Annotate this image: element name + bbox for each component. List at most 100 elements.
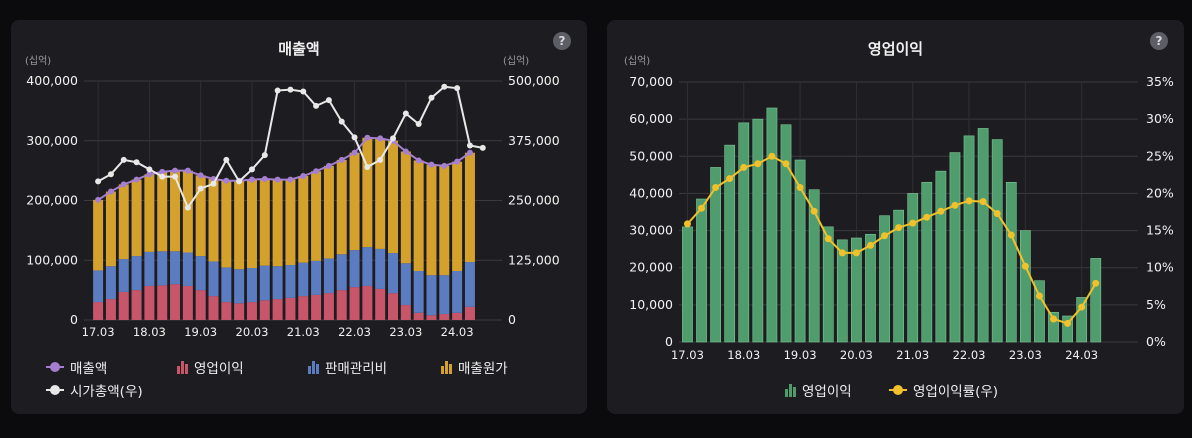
bar-segment bbox=[362, 137, 373, 248]
bar bbox=[921, 181, 933, 343]
y-right-tick-label: 35% bbox=[1146, 74, 1174, 89]
y-left-tick-label: 60,000 bbox=[629, 111, 673, 126]
bar-segment bbox=[272, 266, 283, 300]
bar-marker-icon bbox=[177, 360, 188, 374]
bar bbox=[879, 215, 890, 343]
series-point bbox=[236, 178, 243, 185]
bar-segment bbox=[105, 191, 116, 267]
bar-segment bbox=[157, 285, 168, 320]
legend-item-revenue[interactable]: 매출액 bbox=[46, 357, 107, 377]
bar-segment bbox=[246, 179, 257, 269]
legend-item-market-cap[interactable]: 시가총액(우) bbox=[46, 380, 143, 400]
bar-segment bbox=[234, 269, 245, 304]
bar bbox=[893, 209, 905, 343]
x-tick-label: 20.03 bbox=[840, 348, 873, 362]
series-point bbox=[172, 167, 179, 174]
bar-segment bbox=[426, 275, 437, 316]
op-income-chart-panel: 영업이익 ? (십억) 0 10,000 20,000 30,000 40,000 50,… bbox=[607, 20, 1184, 414]
series-point bbox=[325, 162, 332, 169]
legend-item-op-income[interactable]: 영업이익 bbox=[785, 380, 852, 400]
legend-item-margin[interactable]: 영업이익률(우) bbox=[889, 380, 998, 400]
bar bbox=[822, 226, 834, 343]
bar-segment bbox=[208, 296, 219, 320]
line-marker-icon bbox=[46, 384, 64, 396]
bar bbox=[836, 239, 848, 343]
series-point bbox=[768, 152, 776, 160]
series-point bbox=[223, 177, 230, 184]
bar-segment bbox=[170, 284, 181, 320]
series-point bbox=[95, 178, 102, 185]
bar-segment bbox=[221, 180, 232, 268]
y-right-tick-label: 20% bbox=[1146, 185, 1174, 200]
bar-segment bbox=[388, 293, 399, 320]
series-point bbox=[313, 168, 320, 175]
bar-segment bbox=[195, 175, 206, 257]
series-point bbox=[287, 176, 294, 183]
bar bbox=[738, 122, 750, 343]
op-income-chart-svg: 0 10,000 20,000 30,000 40,000 50,000 60,000 70,… bbox=[629, 74, 1174, 362]
bar-segment bbox=[131, 256, 142, 291]
y-right-tick-label: 125,000 bbox=[508, 252, 560, 267]
legend-item-op-income[interactable]: 영업이익 bbox=[177, 357, 244, 377]
right-unit-label: (십억) bbox=[503, 56, 530, 67]
bar-segment bbox=[464, 152, 475, 263]
bar bbox=[907, 193, 919, 343]
bar bbox=[780, 124, 792, 343]
bar-segment bbox=[246, 268, 257, 303]
series-point bbox=[428, 161, 435, 168]
bar bbox=[766, 107, 778, 343]
x-tick-label: 17.03 bbox=[671, 348, 704, 362]
bar bbox=[963, 135, 975, 343]
bar-segment bbox=[336, 254, 347, 291]
bar bbox=[851, 237, 862, 343]
x-tick-label: 23.03 bbox=[1009, 348, 1042, 362]
bar bbox=[865, 233, 876, 343]
bar-segment bbox=[298, 262, 309, 297]
help-icon[interactable]: ? bbox=[1150, 32, 1168, 50]
bar-segment bbox=[452, 312, 463, 320]
bar-segment bbox=[439, 314, 450, 320]
bar-segment bbox=[311, 171, 322, 261]
bar-segment bbox=[144, 174, 155, 252]
series-point bbox=[428, 94, 435, 101]
series-point bbox=[274, 87, 281, 94]
bar-segment bbox=[362, 247, 373, 286]
series-point bbox=[993, 209, 1001, 217]
series-point bbox=[415, 157, 422, 164]
legend-label: 판매관리비 bbox=[325, 361, 388, 377]
x-tick-label: 21.03 bbox=[287, 325, 320, 339]
legend-item-cogs[interactable]: 매출원가 bbox=[441, 357, 508, 377]
bar-segment bbox=[93, 270, 104, 303]
bar-segment bbox=[311, 294, 322, 320]
bar-segment bbox=[388, 253, 399, 294]
bar-segment bbox=[272, 179, 283, 267]
bar-segment bbox=[311, 260, 322, 295]
y-left-tick-label: 40,000 bbox=[629, 185, 673, 200]
chart-title: 매출액 bbox=[278, 40, 320, 58]
legend-item-sga[interactable]: 판매관리비 bbox=[308, 357, 387, 377]
bar-segment bbox=[221, 302, 232, 320]
y-right-tick-label: 375,000 bbox=[508, 133, 560, 148]
series-point bbox=[95, 196, 102, 203]
y-left-tick-label: 100,000 bbox=[26, 252, 78, 267]
series-point bbox=[937, 207, 945, 215]
line-marker-icon bbox=[46, 361, 64, 373]
bar-segment bbox=[208, 261, 219, 297]
bar-marker-icon bbox=[308, 360, 319, 374]
series-point bbox=[197, 172, 204, 179]
y-left-tick-label: 50,000 bbox=[629, 148, 673, 163]
help-icon[interactable]: ? bbox=[553, 32, 571, 50]
series-point bbox=[866, 241, 874, 249]
x-tick-label: 24.03 bbox=[441, 325, 474, 339]
x-tick-label: 17.03 bbox=[82, 325, 115, 339]
series-point bbox=[951, 201, 959, 209]
series-point bbox=[197, 185, 204, 192]
bar-segment bbox=[157, 171, 168, 252]
series-point bbox=[159, 168, 166, 175]
series-point bbox=[838, 249, 846, 257]
series-point bbox=[1035, 292, 1043, 300]
bar bbox=[724, 144, 736, 343]
series-point bbox=[441, 83, 448, 90]
bar-segment bbox=[285, 265, 296, 298]
revenue-chart-panel: 매출액 ? (십억) (십억) 0 100,000 200,000 300,000 40… bbox=[11, 20, 587, 414]
